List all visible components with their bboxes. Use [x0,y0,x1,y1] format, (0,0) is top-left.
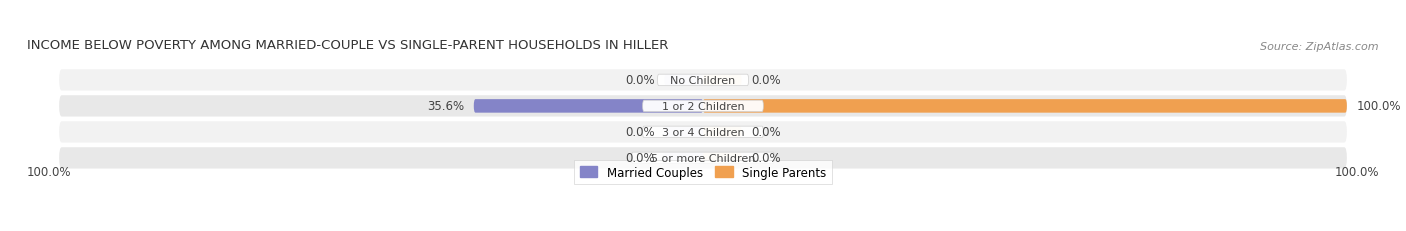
FancyBboxPatch shape [703,76,741,86]
Text: 0.0%: 0.0% [751,152,780,165]
Text: 100.0%: 100.0% [1357,100,1400,113]
Text: 0.0%: 0.0% [751,74,780,87]
Text: 100.0%: 100.0% [27,165,72,178]
Text: 0.0%: 0.0% [626,74,655,87]
FancyBboxPatch shape [631,152,775,164]
FancyBboxPatch shape [643,101,763,112]
Text: 100.0%: 100.0% [1334,165,1379,178]
FancyBboxPatch shape [59,122,1347,143]
FancyBboxPatch shape [665,127,703,137]
Text: Source: ZipAtlas.com: Source: ZipAtlas.com [1260,42,1379,52]
Text: 3 or 4 Children: 3 or 4 Children [662,127,744,137]
Text: 0.0%: 0.0% [626,126,655,139]
FancyBboxPatch shape [703,127,741,137]
Legend: Married Couples, Single Parents: Married Couples, Single Parents [574,160,832,185]
FancyBboxPatch shape [59,148,1347,169]
FancyBboxPatch shape [703,153,741,163]
FancyBboxPatch shape [643,127,763,138]
FancyBboxPatch shape [665,153,703,163]
Text: INCOME BELOW POVERTY AMONG MARRIED-COUPLE VS SINGLE-PARENT HOUSEHOLDS IN HILLER: INCOME BELOW POVERTY AMONG MARRIED-COUPL… [27,39,668,52]
Text: 0.0%: 0.0% [751,126,780,139]
Text: 35.6%: 35.6% [427,100,464,113]
FancyBboxPatch shape [59,96,1347,117]
Text: No Children: No Children [671,76,735,85]
FancyBboxPatch shape [59,70,1347,91]
FancyBboxPatch shape [703,100,1347,113]
FancyBboxPatch shape [658,75,748,86]
Text: 5 or more Children: 5 or more Children [651,153,755,163]
Text: 0.0%: 0.0% [626,152,655,165]
FancyBboxPatch shape [665,76,703,86]
Text: 1 or 2 Children: 1 or 2 Children [662,101,744,111]
FancyBboxPatch shape [474,100,703,113]
